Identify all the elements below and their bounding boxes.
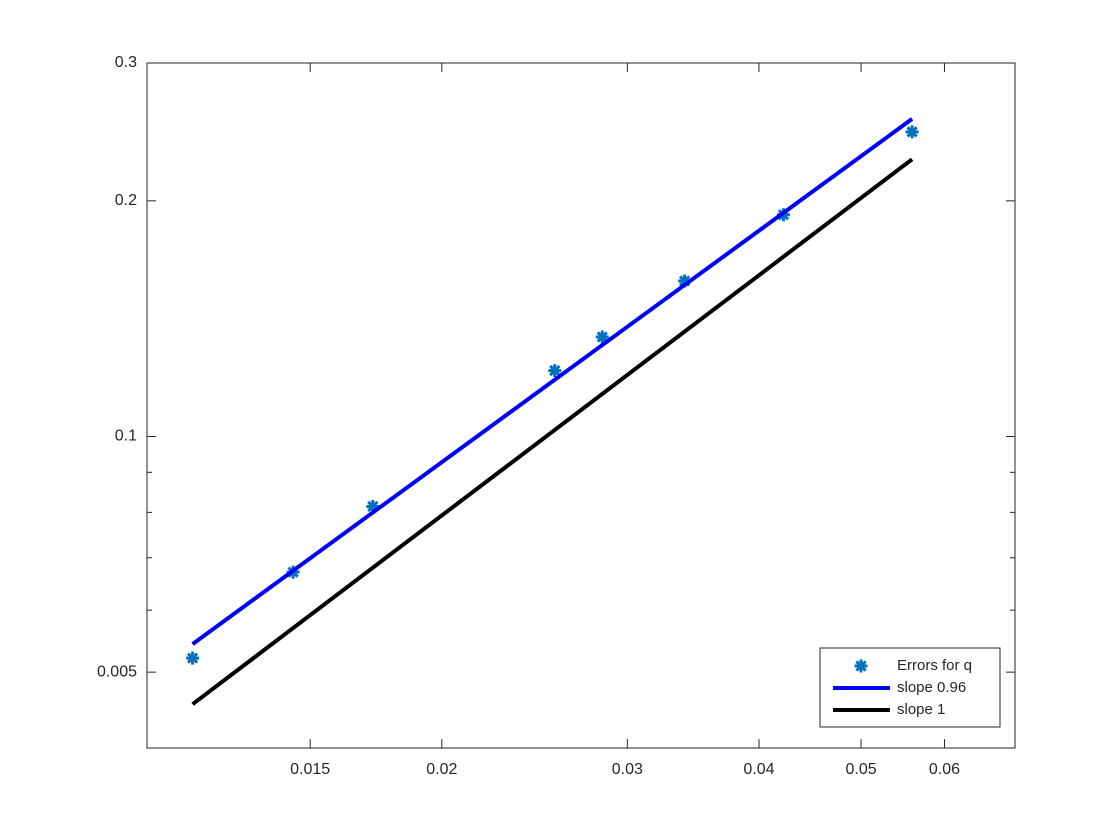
marker <box>548 364 562 378</box>
marker <box>186 651 200 665</box>
line <box>191 157 914 706</box>
y-tick-label: 0.005 <box>97 663 137 680</box>
x-tick-label: 0.04 <box>743 761 774 778</box>
y-tick-label: 0.2 <box>115 192 137 209</box>
legend: Errors for q slope 0.96 slope 1 <box>819 647 1001 728</box>
legend-label: Errors for q <box>897 657 972 674</box>
y-tick-label: 0.3 <box>115 54 137 71</box>
line <box>191 117 914 646</box>
x-tick-label: 0.06 <box>929 761 960 778</box>
x-tick-label: 0.015 <box>290 761 330 778</box>
plot-area <box>146 62 1016 749</box>
marker <box>595 330 609 344</box>
legend-label: slope 1 <box>897 701 945 718</box>
legend-marker <box>854 659 868 673</box>
x-tick-label: 0.03 <box>612 761 643 778</box>
marker <box>905 125 919 139</box>
legend-label: slope 0.96 <box>897 679 966 696</box>
marker <box>366 499 380 513</box>
y-tick-label: 0.1 <box>115 428 137 445</box>
marker <box>678 274 692 288</box>
x-tick-label: 0.02 <box>426 761 457 778</box>
x-tick-label: 0.05 <box>845 761 876 778</box>
